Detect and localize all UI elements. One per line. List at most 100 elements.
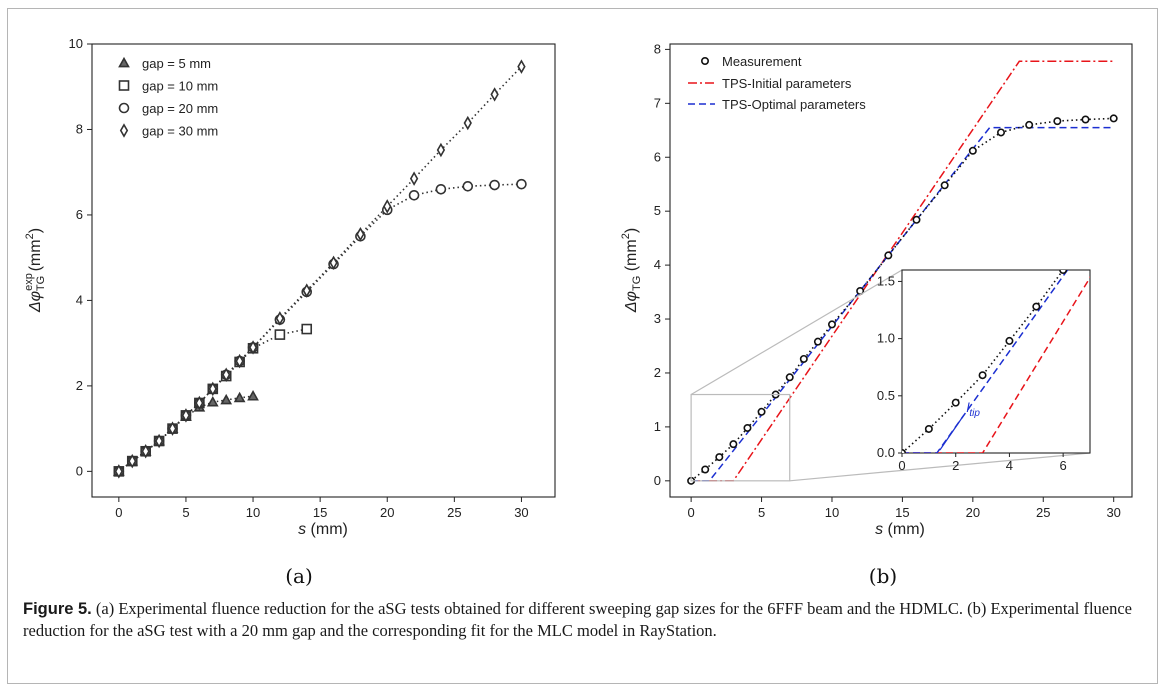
panel-b-xtick-label: 20 (966, 505, 980, 520)
panel-a-point-diamond (181, 408, 191, 423)
panel-b-inset-ltip-arrow (939, 414, 965, 451)
panel-a-legend-marker (118, 80, 130, 91)
panel-b-sublabel: (b) (869, 564, 897, 588)
panel-a-point-diamond (114, 464, 124, 479)
panel-b-xlabel: s (mm) (875, 521, 925, 538)
panel-a-ytick-label: 10 (69, 36, 83, 51)
panel-b-measurement-point (884, 251, 893, 260)
figure-caption-text: (a) Experimental fluence reduction for t… (23, 599, 1133, 640)
panel-a-point-triangle (247, 389, 259, 401)
panel-a-legend-label: gap = 20 mm (142, 101, 218, 116)
panel-a-point-triangle (233, 391, 246, 403)
panel-b-ytick-label: 1 (654, 419, 661, 434)
panel-a-ytick-label: 2 (76, 378, 83, 393)
panel-b-inset-measurement-point (978, 371, 987, 380)
panel-b-inset-xtick-label: 4 (1006, 458, 1013, 473)
panel-a-ylabel: ΔφexpTG (mm2) (23, 228, 47, 313)
panel-b-inset-ytick-label: 0.5 (877, 388, 895, 403)
panel-b-inset-ltip-main: l (966, 400, 970, 415)
panel-b-ytick-label: 5 (654, 203, 661, 218)
panel-a-point-diamond (329, 255, 338, 271)
panel-b-xtick-label: 10 (825, 505, 839, 520)
panel-a-xtick-label: 5 (182, 505, 189, 520)
panel-a-legend-label: gap = 10 mm (142, 79, 218, 94)
panel-a-legend-marker (118, 102, 130, 114)
panel-b-inset-measurement-line (902, 270, 1065, 453)
panel-b-ylabel: ΔφTG (mm2) (620, 228, 643, 313)
panel-a-point-circle (462, 181, 474, 192)
panel-a-xtick-label: 0 (115, 505, 122, 520)
panel-b-legend-label: TPS-Initial parameters (722, 76, 852, 91)
panel-a-point-diamond (356, 226, 365, 242)
panel-a-point-diamond (154, 433, 164, 449)
panel-b-measurement-point (1053, 117, 1062, 126)
panel-b-xtick-label: 5 (758, 505, 765, 520)
panel-a-xtick-label: 20 (380, 505, 394, 520)
panel-b-measurement-point (912, 215, 921, 224)
panel-b-inset-measurement-point (924, 424, 933, 433)
panel-b-inset-xtick-label: 0 (898, 458, 905, 473)
panel-b-measurement-point (743, 423, 752, 432)
panel-b-measurement-point (757, 407, 766, 416)
panel-b-measurement-point (1109, 114, 1118, 123)
panel-a-xtick-label: 15 (313, 505, 327, 520)
panel-a-sublabel: (a) (285, 564, 313, 588)
panel-b-measurement-point (799, 354, 808, 363)
panel-b-inset-xtick-label: 6 (1060, 458, 1067, 473)
panel-a-series-line (118, 395, 254, 473)
panel-b-measurement-point (813, 337, 822, 346)
panel-a-point-diamond (222, 367, 231, 383)
panel-a-ytick-label: 4 (76, 292, 83, 307)
panel-b-xtick-label: 30 (1106, 505, 1120, 520)
panel-b-ytick-label: 6 (654, 149, 661, 164)
panel-a-point-diamond (195, 395, 204, 411)
panel-b-legend-marker (700, 56, 709, 65)
panel-a-point-diamond (463, 115, 472, 131)
panel-b-inset-measurement-point (951, 398, 960, 407)
panel-b-inset-ytick-label: 1.5 (877, 273, 895, 288)
panel-b-inset-axes (901, 269, 1091, 454)
panel-a-point-diamond (383, 199, 392, 214)
figure-frame (7, 8, 1158, 684)
panel-b-inset-ltip-sub: tip (969, 408, 980, 419)
panel-a-point-diamond (141, 444, 150, 459)
panel-b-measurement-line (690, 117, 1114, 482)
panel-b-xtick-label: 15 (895, 505, 909, 520)
panel-b-xtick-label: 25 (1036, 505, 1050, 520)
panel-b-optimal-line (691, 126, 1114, 482)
panel-a-legend-label: gap = 5 mm (142, 56, 211, 71)
panel-b-zoom-connector (690, 269, 903, 396)
panel-a-point-square (301, 323, 313, 335)
panel-b-inset-measurement-point (1032, 302, 1041, 311)
panel-b-inset-measurement-point (902, 449, 906, 453)
panel-a-point-diamond (248, 340, 258, 355)
panel-b-legend: Measurement TPS-Initial parameters TPS-Opt… (688, 54, 866, 112)
panel-a-point-triangle (220, 393, 233, 405)
panel-b-axes (669, 43, 1133, 498)
panel-a-point-diamond (208, 381, 217, 397)
panel-a-point-diamond (128, 453, 137, 469)
panel-a-legend-marker (119, 123, 129, 138)
panel-a-legend: gap = 5 mm gap = 10 mm gap = 20 mm gap = 30… (118, 56, 218, 139)
panel-a-point-circle (435, 184, 447, 195)
panel-b-inset-measurement-point (1005, 336, 1014, 345)
panel-b-zoom-rect (690, 393, 791, 482)
panel-a-point-diamond (436, 142, 446, 158)
panel-a-point-diamond (409, 171, 419, 186)
panel-a-point-diamond (517, 59, 526, 74)
panel-a-xlabel: s (mm) (298, 521, 348, 538)
panel-b-measurement-point (701, 465, 710, 474)
panel-a-point-diamond (302, 283, 311, 298)
figure-caption: Figure 5. (a) Experimental fluence reduc… (23, 598, 1148, 641)
panel-a-ytick-label: 0 (76, 463, 83, 478)
panel-a-point-diamond (275, 311, 285, 326)
panel-a-point-triangle (206, 395, 219, 407)
panel-b-measurement-point (940, 181, 949, 190)
panel-a-point-circle (408, 189, 420, 201)
panel-b-ytick-label: 0 (654, 473, 661, 488)
panel-a-chart: 0 5 10 15 20 25 30 0 2 4 6 8 10 gap = 5 mm gap = 10 m… (23, 36, 556, 588)
panel-b-ytick-label: 4 (654, 257, 661, 272)
panel-a-legend-marker (118, 56, 130, 68)
